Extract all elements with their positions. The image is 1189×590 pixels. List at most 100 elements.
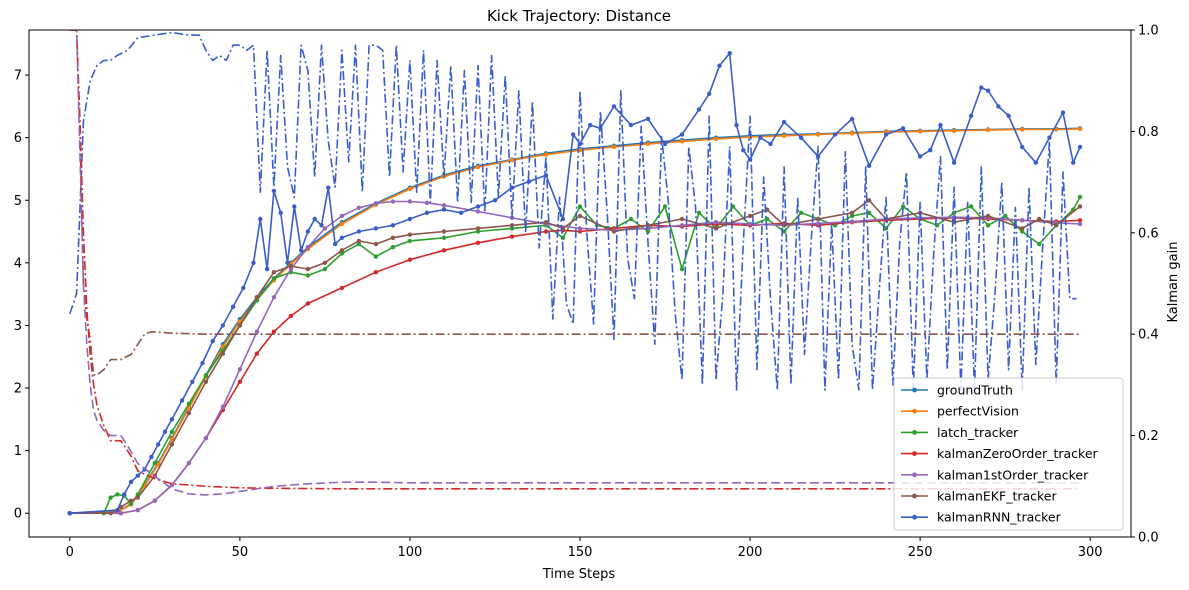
legend-marker <box>912 472 917 478</box>
data-point <box>577 213 583 219</box>
data-point <box>543 152 549 157</box>
data-point <box>849 213 855 219</box>
data-point <box>241 285 246 291</box>
y-tick-label: 4 <box>14 256 22 271</box>
legend-label: kalman1stOrder_tracker <box>937 467 1089 482</box>
data-point <box>356 241 362 247</box>
y-tick-label: 3 <box>14 319 22 334</box>
data-point <box>543 229 549 234</box>
data-point <box>156 442 161 447</box>
data-point <box>713 136 719 142</box>
data-point <box>390 235 396 240</box>
data-point <box>713 226 719 231</box>
data-point <box>577 226 583 231</box>
data-point <box>108 495 113 500</box>
data-point <box>305 273 311 278</box>
data-point <box>339 213 345 219</box>
data-point <box>985 127 991 133</box>
series-line-4 <box>69 200 1081 515</box>
data-point <box>1071 160 1076 165</box>
data-point <box>1020 226 1025 231</box>
data-point <box>979 85 984 90</box>
x-tick-label: 250 <box>908 545 933 560</box>
data-point <box>441 235 447 240</box>
legend-label: kalmanRNN_tracker <box>937 510 1062 525</box>
data-point <box>373 254 379 259</box>
legend-label: kalmanEKF_tracker <box>937 489 1058 504</box>
data-point <box>662 141 668 147</box>
x-tick-label: 150 <box>568 545 593 560</box>
data-point <box>254 329 260 334</box>
data-point <box>339 221 345 227</box>
data-point <box>985 223 991 228</box>
data-point <box>747 213 753 219</box>
y2-tick-label: 0.4 <box>1138 328 1159 343</box>
data-point <box>271 270 277 275</box>
series-line-10 <box>69 30 1080 496</box>
data-point <box>169 417 175 422</box>
data-point <box>509 234 515 239</box>
data-point <box>768 141 773 147</box>
data-point <box>152 460 157 466</box>
data-point <box>203 435 209 441</box>
data-point <box>815 132 821 137</box>
data-point <box>900 204 906 209</box>
data-point <box>373 226 379 231</box>
data-point <box>407 232 413 237</box>
y2-tick-label: 0.8 <box>1138 125 1159 140</box>
data-point <box>162 429 168 434</box>
data-point <box>611 104 617 109</box>
data-point <box>1077 144 1083 150</box>
data-point <box>849 131 855 136</box>
legend-marker <box>912 408 917 414</box>
data-point <box>475 209 481 214</box>
y2-axis-label: Kalman gain <box>1166 242 1181 323</box>
data-point <box>560 216 566 222</box>
data-point <box>424 200 430 205</box>
data-point <box>475 164 481 170</box>
data-point <box>509 223 515 228</box>
data-point <box>305 245 311 250</box>
data-point <box>696 210 702 215</box>
data-point <box>938 122 943 128</box>
data-point <box>577 229 583 234</box>
data-point <box>237 379 243 384</box>
data-point <box>679 139 685 144</box>
legend-marker <box>912 493 917 499</box>
data-point <box>156 462 161 467</box>
data-point <box>1077 218 1083 223</box>
data-point <box>271 329 277 334</box>
data-point <box>278 210 283 215</box>
data-point <box>951 128 957 133</box>
data-point <box>543 220 549 225</box>
data-point <box>996 104 1001 109</box>
data-point <box>332 241 338 247</box>
data-point <box>230 304 236 309</box>
data-point <box>128 498 134 503</box>
data-point <box>509 158 515 163</box>
data-point <box>339 285 345 291</box>
data-point <box>707 91 712 97</box>
data-point <box>588 122 593 128</box>
data-point <box>628 216 634 222</box>
y-tick-label: 5 <box>14 194 22 209</box>
data-point <box>407 199 413 204</box>
data-point <box>220 404 226 409</box>
legend-marker <box>912 430 917 435</box>
data-point <box>1037 216 1042 222</box>
legend-marker <box>912 451 917 456</box>
data-point <box>985 213 991 219</box>
data-point <box>883 132 889 137</box>
data-point <box>741 148 746 153</box>
x-tick-label: 100 <box>398 545 423 560</box>
data-point <box>1054 223 1059 228</box>
data-point <box>373 270 379 275</box>
legend-label: kalmanZeroOrder_tracker <box>937 446 1099 461</box>
data-point <box>390 199 396 204</box>
data-point <box>951 160 957 165</box>
data-point <box>305 229 311 234</box>
legend-box <box>893 377 1124 531</box>
data-point <box>190 379 195 384</box>
data-point <box>373 241 379 247</box>
data-point <box>169 437 175 442</box>
